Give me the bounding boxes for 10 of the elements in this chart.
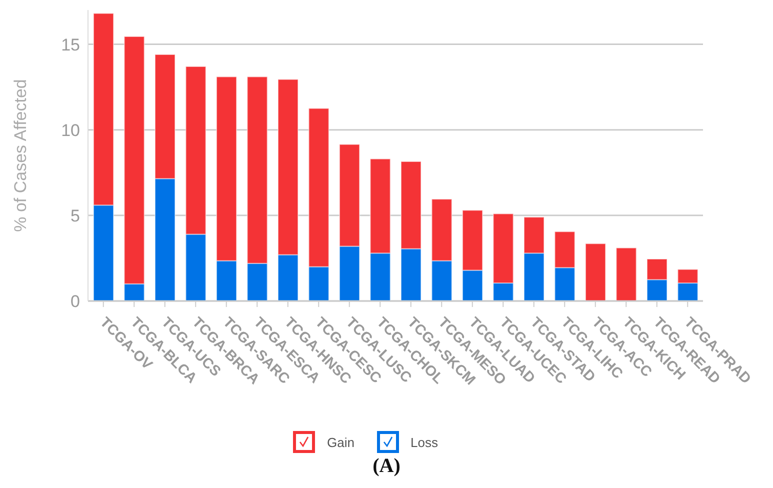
y-tick-label: 15 — [61, 35, 80, 54]
bar — [616, 247, 637, 301]
legend-label: Loss — [410, 434, 438, 450]
bar — [585, 243, 606, 301]
legend-label: Gain — [327, 434, 354, 450]
y-axis-title: % of Cases Affected — [11, 79, 30, 232]
text: (A) — [372, 455, 402, 478]
y-tick-label: 0 — [70, 292, 80, 312]
y-tick-label: 10 — [61, 120, 80, 140]
y-tick-label: 5 — [70, 206, 80, 226]
